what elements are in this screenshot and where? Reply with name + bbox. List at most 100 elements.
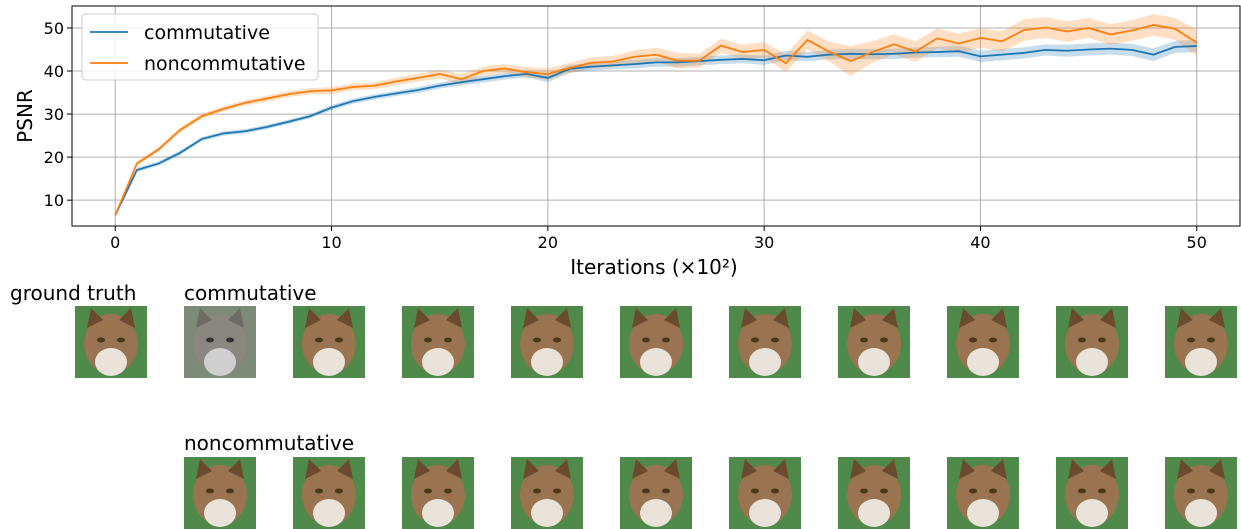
thumb-eye — [1187, 338, 1195, 343]
thumb-muzzle — [204, 348, 236, 376]
thumb-muzzle — [967, 499, 999, 527]
thumbnail — [729, 306, 801, 378]
thumb-eye — [751, 338, 759, 343]
image-label: ground truth — [10, 281, 136, 305]
thumb-muzzle — [1076, 348, 1108, 376]
thumb-muzzle — [858, 348, 890, 376]
y-tick-label: 10 — [44, 191, 64, 210]
thumb-eye — [662, 338, 670, 343]
thumb-muzzle — [531, 348, 563, 376]
thumb-muzzle — [531, 499, 563, 527]
thumb-muzzle — [313, 499, 345, 527]
thumb-eye — [642, 338, 650, 343]
thumb-muzzle — [967, 348, 999, 376]
thumbnail — [511, 306, 583, 378]
y-tick-label: 40 — [44, 62, 64, 81]
thumb-eye — [1207, 489, 1215, 494]
thumb-eye — [771, 338, 779, 343]
thumb-muzzle — [640, 348, 672, 376]
thumb-eye — [335, 489, 343, 494]
figure: Iterations (×10²) PSNR ground truth comm… — [0, 0, 1241, 529]
thumb-eye — [662, 489, 670, 494]
thumbnail — [184, 457, 256, 529]
thumbnail — [293, 306, 365, 378]
thumb-eye — [969, 489, 977, 494]
thumb-eye — [206, 489, 214, 494]
thumb-eye — [315, 338, 323, 343]
thumbnail — [511, 457, 583, 529]
thumb-muzzle — [422, 348, 454, 376]
thumbnail — [620, 306, 692, 378]
x-tick-label: 30 — [754, 233, 774, 252]
thumb-muzzle — [640, 499, 672, 527]
thumb-eye — [751, 489, 759, 494]
thumbnail — [1165, 306, 1237, 378]
y-tick-label: 20 — [44, 148, 64, 167]
x-tick-label: 50 — [1187, 233, 1207, 252]
thumb-eye — [424, 489, 432, 494]
thumb-muzzle — [422, 499, 454, 527]
thumbnail — [402, 457, 474, 529]
thumb-muzzle — [95, 348, 127, 376]
thumb-eye — [553, 338, 561, 343]
thumb-eye — [424, 338, 432, 343]
thumbnail — [1056, 306, 1128, 378]
x-tick-label: 40 — [970, 233, 990, 252]
y-tick-label: 50 — [44, 19, 64, 38]
thumbnail — [838, 457, 910, 529]
thumb-eye — [533, 338, 541, 343]
thumb-eye — [335, 338, 343, 343]
thumbnail — [729, 457, 801, 529]
thumb-eye — [226, 489, 234, 494]
thumbnail — [184, 306, 256, 378]
thumb-eye — [860, 489, 868, 494]
thumbnail — [620, 457, 692, 529]
image-row-label: noncommutative — [184, 431, 354, 455]
thumb-eye — [206, 338, 214, 343]
thumb-eye — [553, 489, 561, 494]
y-tick-label: 30 — [44, 105, 64, 124]
x-axis-label: Iterations (×10²) — [570, 255, 737, 279]
thumb-eye — [315, 489, 323, 494]
thumb-muzzle — [1076, 499, 1108, 527]
thumb-muzzle — [1185, 499, 1217, 527]
y-axis-label: PSNR — [13, 89, 37, 143]
thumb-eye — [1098, 489, 1106, 494]
thumb-eye — [989, 489, 997, 494]
thumb-eye — [117, 338, 125, 343]
thumb-eye — [226, 338, 234, 343]
thumb-eye — [969, 338, 977, 343]
thumb-muzzle — [749, 499, 781, 527]
thumb-eye — [642, 489, 650, 494]
thumb-eye — [1187, 489, 1195, 494]
thumb-eye — [444, 489, 452, 494]
x-tick-label: 10 — [321, 233, 341, 252]
thumbnail — [293, 457, 365, 529]
thumb-muzzle — [1185, 348, 1217, 376]
thumb-eye — [97, 338, 105, 343]
thumb-eye — [444, 338, 452, 343]
thumb-muzzle — [313, 348, 345, 376]
thumb-eye — [989, 338, 997, 343]
thumbnail — [402, 306, 474, 378]
thumb-eye — [533, 489, 541, 494]
thumb-muzzle — [858, 499, 890, 527]
thumb-eye — [880, 489, 888, 494]
x-tick-label: 0 — [110, 233, 120, 252]
thumb-eye — [880, 338, 888, 343]
thumb-eye — [771, 489, 779, 494]
thumb-eye — [1098, 338, 1106, 343]
thumb-eye — [1078, 338, 1086, 343]
thumb-eye — [1078, 489, 1086, 494]
thumbnail — [1165, 457, 1237, 529]
image-row-label: commutative — [184, 281, 317, 305]
legend-label: noncommutative — [144, 53, 306, 75]
thumb-eye — [860, 338, 868, 343]
thumbnail — [947, 457, 1019, 529]
thumbnail — [838, 306, 910, 378]
thumb-muzzle — [204, 499, 236, 527]
thumb-eye — [1207, 338, 1215, 343]
thumb-muzzle — [749, 348, 781, 376]
thumbnail — [947, 306, 1019, 378]
thumbnail — [75, 306, 147, 378]
